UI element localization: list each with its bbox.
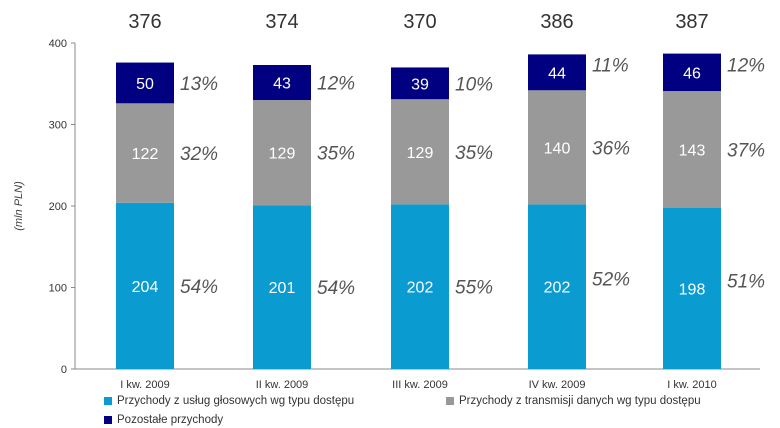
bar-segment <box>391 99 449 205</box>
y-tick-label: 200 <box>49 201 67 213</box>
bar-segment <box>528 54 586 91</box>
bar-value-label: 204 <box>132 279 159 296</box>
bar-segment <box>253 205 311 369</box>
bar-value-label: 50 <box>136 76 154 93</box>
bar-value-label: 143 <box>679 142 706 159</box>
bar-total-label: 374 <box>265 11 298 33</box>
y-tick-label: 0 <box>61 364 67 376</box>
y-axis-label: (mln PLN) <box>13 181 25 231</box>
bar-value-label: 140 <box>544 140 571 157</box>
bar-value-label: 46 <box>683 65 701 82</box>
legend-item-other: Pozostałe przychody <box>104 414 223 426</box>
bar-value-label: 39 <box>411 76 429 93</box>
bar-segment <box>663 91 721 208</box>
bar-value-label: 44 <box>548 65 566 82</box>
share-percent-label: 51% <box>727 271 765 292</box>
bar-value-label: 201 <box>269 280 296 297</box>
bar-segment <box>116 202 174 369</box>
bar-segment <box>528 204 586 369</box>
share-percent-label: 12% <box>727 55 765 76</box>
bar-segment <box>116 62 174 104</box>
x-tick-label: III kw. 2009 <box>392 379 448 391</box>
bar-total-label: 376 <box>128 11 161 33</box>
legend-item-data: Przychody z transmisji danych wg typu do… <box>446 395 701 407</box>
bar-total-label: 370 <box>403 11 436 33</box>
bar-segment <box>528 90 586 205</box>
bar-total-label: 386 <box>540 11 573 33</box>
bar-value-label: 202 <box>407 280 434 297</box>
legend-label-voice: Przychody z usług głosowych wg typu dost… <box>117 395 355 407</box>
bar-segment <box>663 207 721 369</box>
share-percent-label: 12% <box>317 74 355 95</box>
share-percent-label: 11% <box>592 55 629 76</box>
x-tick-label: II kw. 2009 <box>256 379 309 391</box>
share-percent-label: 52% <box>592 270 630 291</box>
bar-value-label: 129 <box>407 145 434 162</box>
x-tick-label: IV kw. 2009 <box>529 379 586 391</box>
share-percent-label: 35% <box>317 144 355 165</box>
bar-total-label: 387 <box>675 11 708 33</box>
legend-label-data: Przychody z transmisji danych wg typu do… <box>459 395 701 407</box>
share-percent-label: 55% <box>455 278 493 299</box>
share-percent-label: 37% <box>727 140 765 161</box>
bar-value-label: 122 <box>132 146 159 163</box>
bar-value-label: 43 <box>273 76 291 93</box>
share-percent-label: 54% <box>317 278 355 299</box>
share-percent-label: 36% <box>592 138 630 159</box>
bar-segment <box>253 100 311 206</box>
bar-value-label: 198 <box>679 281 706 298</box>
bar-segment <box>391 204 449 369</box>
share-percent-label: 10% <box>455 74 493 95</box>
y-tick-label: 300 <box>49 120 67 132</box>
y-tick-label: 100 <box>49 283 67 295</box>
legend-label-other: Pozostałe przychody <box>117 414 224 426</box>
bar-segment <box>116 103 174 203</box>
share-percent-label: 13% <box>180 74 218 95</box>
share-percent-label: 54% <box>180 277 218 298</box>
x-tick-label: I kw. 2009 <box>120 379 170 391</box>
y-tick-label: 400 <box>49 38 67 50</box>
legend-swatch-other <box>104 416 112 424</box>
x-tick-label: I kw. 2010 <box>667 379 717 391</box>
bar-segment <box>663 53 721 92</box>
legend-swatch-voice <box>104 397 112 405</box>
bar-segment <box>391 67 449 100</box>
share-percent-label: 35% <box>455 143 493 164</box>
legend-swatch-data <box>446 397 454 405</box>
bar-value-label: 202 <box>544 280 571 297</box>
legend-item-voice: Przychody z usług głosowych wg typu dost… <box>104 395 354 407</box>
bar-segment <box>253 65 311 101</box>
bar-value-label: 129 <box>269 146 296 163</box>
share-percent-label: 32% <box>180 144 218 165</box>
